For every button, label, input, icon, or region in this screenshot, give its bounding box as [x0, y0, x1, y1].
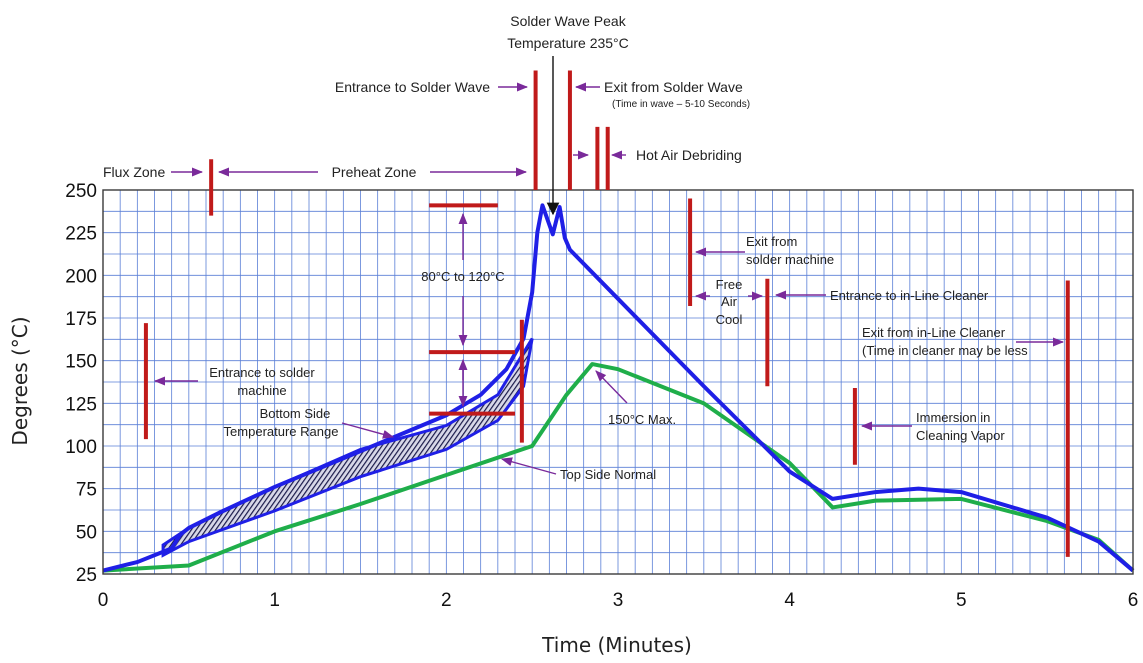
bottom-side-label-1: Bottom Side: [260, 406, 331, 421]
free-air-label-1: Free: [716, 277, 743, 292]
top-side-arrow: [500, 457, 557, 475]
x-tick-label: 2: [441, 590, 452, 611]
y-tick-label: 100: [65, 437, 97, 458]
series-layer: [102, 203, 1135, 573]
upper-series-line: [102, 203, 1135, 573]
free-air-label-3: Cool: [716, 312, 743, 327]
preheat-zone-label: Preheat Zone: [332, 164, 417, 180]
entrance-machine-label-2: machine: [237, 383, 286, 398]
range-label: 80°C to 120°C: [421, 269, 504, 284]
max-150-arrow: [595, 370, 628, 404]
exit-wave-note: (Time in wave – 5-10 Seconds): [612, 99, 750, 110]
y-tick-label: 150: [65, 352, 97, 373]
top-side-label: Top Side Normal: [560, 467, 656, 482]
annotation-labels: Solder Wave Peak Temperature 235°C Entra…: [103, 13, 1028, 482]
exit-wave-label: Exit from Solder Wave: [604, 79, 743, 95]
lower-series-line: [102, 362, 1135, 573]
flux-zone-label: Flux Zone: [103, 164, 165, 180]
exit-cleaner-label-1: Exit from in-Line Cleaner: [862, 325, 1006, 340]
exit-machine-label-2: solder machine: [746, 252, 834, 267]
plot-frame: [102, 189, 1134, 575]
x-tick-label: 1: [269, 590, 280, 611]
x-tick-label: 6: [1128, 590, 1139, 611]
marker-layer: [143, 70, 1070, 557]
max-150-label: 150°C Max.: [608, 412, 676, 427]
annotation-arrows: [153, 56, 1065, 475]
y-tick-label: 225: [65, 224, 97, 245]
x-tick-label: 4: [784, 590, 795, 611]
x-axis-title: Time (Minutes): [541, 633, 692, 657]
y-tick-label: 125: [65, 394, 97, 415]
entrance-wave-label: Entrance to Solder Wave: [335, 79, 490, 95]
y-tick-label: 50: [76, 522, 97, 543]
immersion-label-1: Immersion in: [916, 410, 990, 425]
x-tick-label: 5: [956, 590, 967, 611]
x-tick-label: 0: [98, 590, 109, 611]
free-air-label-2: Air: [721, 294, 738, 309]
exit-machine-label-1: Exit from: [746, 234, 797, 249]
y-tick-label: 200: [65, 266, 97, 287]
x-tick-label: 3: [613, 590, 624, 611]
y-tick-label: 250: [65, 181, 97, 202]
tick-labels: 0 1 2 3 4 5 6 25 50 75 100 125 150 175 200 225 250: [65, 181, 1138, 611]
y-axis-title: Degrees (°C): [8, 316, 32, 445]
peak-label-line1: Solder Wave Peak: [510, 13, 626, 29]
bottom-side-label-2: Temperature Range: [224, 424, 339, 439]
y-tick-label: 175: [65, 309, 97, 330]
entrance-machine-label-1: Entrance to solder: [209, 365, 315, 380]
hot-air-label: Hot Air Debriding: [636, 147, 742, 163]
exit-cleaner-label-2: (Time in cleaner may be less: [862, 343, 1028, 358]
entrance-cleaner-label: Entrance to in-Line Cleaner: [830, 288, 989, 303]
y-tick-label: 25: [76, 565, 97, 586]
bottom-side-arrow: [341, 422, 395, 439]
immersion-label-2: Cleaning Vapor: [916, 428, 1005, 443]
y-tick-label: 75: [76, 480, 97, 501]
plot-border: [102, 189, 1134, 575]
peak-label-line2: Temperature 235°C: [507, 35, 629, 51]
